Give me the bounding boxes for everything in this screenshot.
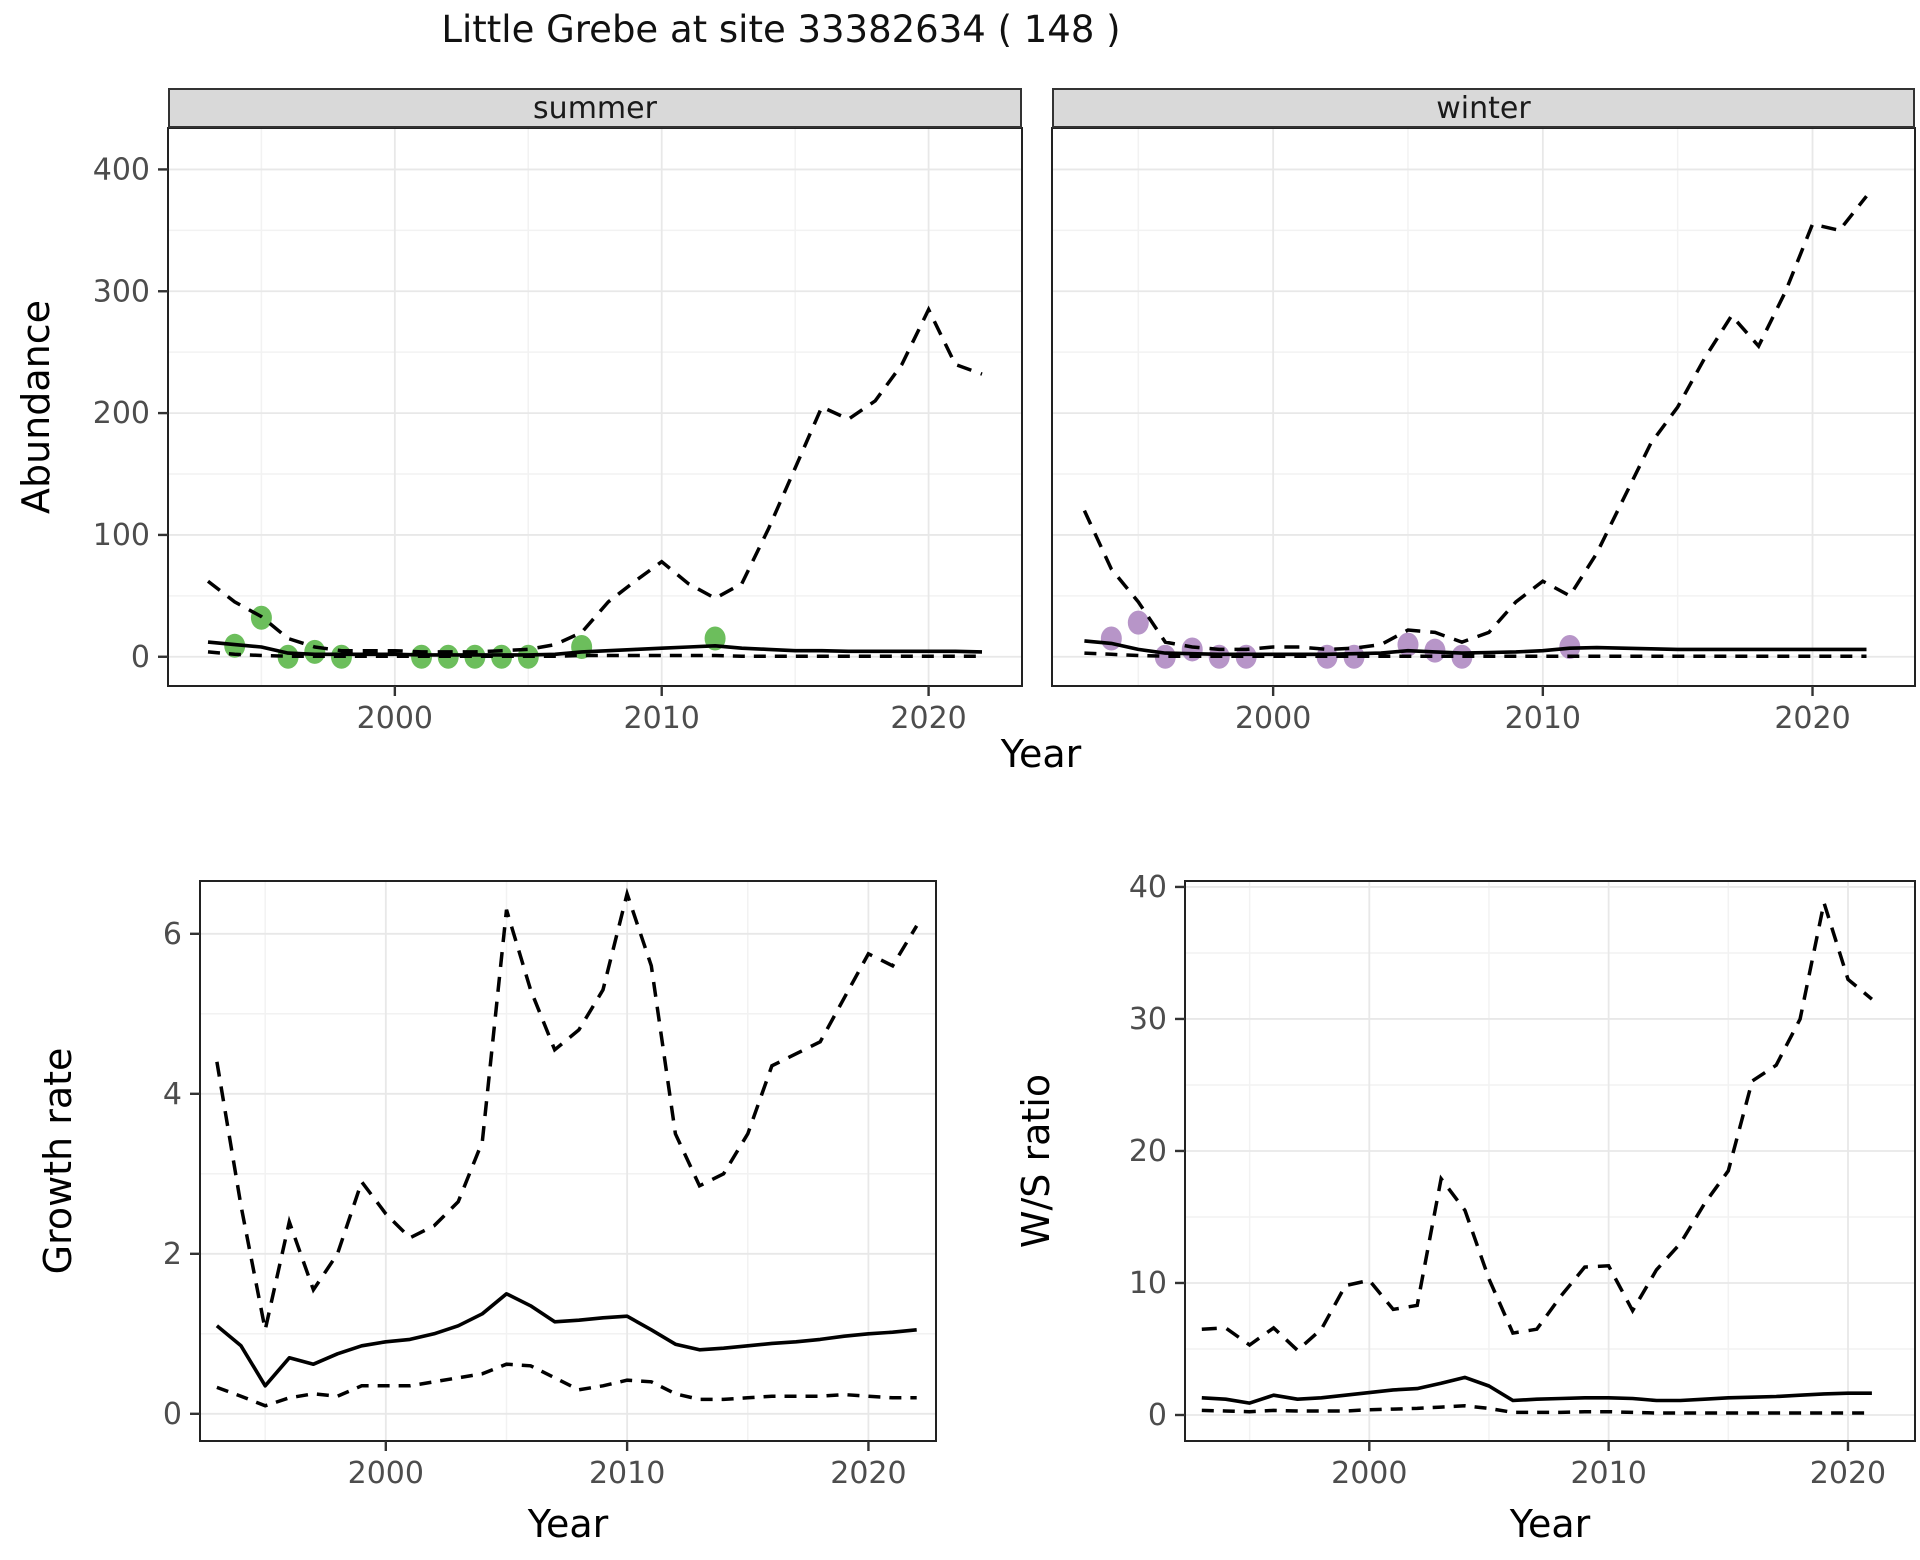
winter-observed-point: [1127, 610, 1149, 635]
winter-panel-bg: [1052, 128, 1915, 686]
winter-upper-ci-line: [1082, 195, 1868, 652]
ws-ratio-x-tick-label: 2000: [1331, 1456, 1407, 1491]
ws-ratio-x-tick-label: 2020: [1810, 1456, 1886, 1491]
summer-gridlines: [168, 128, 1022, 686]
facet-strip-winter: winter: [1052, 88, 1915, 128]
ws-ratio-y-tick-label: 0: [1148, 1398, 1167, 1433]
ws-ratio-upper-ci-line: [1201, 895, 1874, 1353]
ws-ratio-x-tick-label: 2010: [1570, 1456, 1646, 1491]
summer-y-tick-label: 0: [131, 640, 150, 675]
winter-gridlines: [1052, 128, 1915, 686]
winter-observed-point: [1343, 644, 1365, 669]
y-axis-title-growth-rate: Growth rate: [36, 1047, 80, 1275]
growth-x-tick-label: 2000: [348, 1456, 424, 1491]
ws-ratio-median-line: [1201, 1375, 1872, 1405]
growth-panel-border: [199, 880, 937, 1442]
winter-observed-point: [1100, 626, 1122, 651]
growth-panel-bg: [200, 881, 936, 1441]
growth-data-layer: [215, 887, 919, 1408]
growth-y-tick-label: 4: [163, 1077, 182, 1112]
x-axis-title-year-top: Year: [1000, 732, 1082, 776]
winter-panel-border: [1051, 127, 1916, 687]
summer-median-line: [207, 640, 983, 657]
ws-ratio-panel-border: [1184, 880, 1916, 1442]
ws-ratio-panel-bg: [1185, 881, 1915, 1441]
facet-strip-summer: summer: [168, 88, 1022, 128]
summer-y-tick-label: 100: [93, 518, 150, 553]
ws-ratio-y-tick-label: 30: [1129, 1002, 1167, 1037]
summer-axis-ticks: 2000 2010 2020 0 100 200 300 400: [93, 152, 967, 736]
summer-upper-ci-line: [206, 305, 983, 654]
x-axis-title-year-growth: Year: [527, 1502, 609, 1546]
growth-upper-ci-line: [215, 887, 919, 1331]
ws-ratio-y-tick-label: 10: [1129, 1266, 1167, 1301]
winter-x-tick-label: 2000: [1235, 701, 1311, 736]
ws-ratio-y-tick-label: 40: [1129, 870, 1167, 905]
growth-x-tick-label: 2010: [589, 1456, 665, 1491]
summer-y-tick-label: 200: [93, 396, 150, 431]
facet-strip-summer-label: summer: [533, 90, 657, 126]
summer-observed-point: [250, 605, 272, 630]
growth-y-tick-label: 2: [163, 1237, 182, 1272]
summer-data-layer: [206, 305, 983, 669]
winter-x-tick-label: 2020: [1774, 701, 1850, 736]
growth-y-tick-label: 6: [163, 917, 182, 952]
ws-ratio-lower-ci-line: [1201, 1404, 1872, 1415]
growth-gridlines: [200, 881, 936, 1441]
y-axis-title-ws-ratio: W/S ratio: [1014, 1073, 1058, 1249]
summer-y-tick-label: 300: [93, 274, 150, 309]
winter-lower-ci-line: [1084, 651, 1867, 658]
growth-lower-ci-line: [216, 1362, 917, 1408]
ws-ratio-data-layer: [1201, 895, 1874, 1415]
winter-observed-point: [1451, 644, 1473, 669]
ws-ratio-axis-ticks: 2000 2010 2020 0 10 20 30 40: [1129, 870, 1886, 1491]
winter-x-tick-label: 2010: [1505, 701, 1581, 736]
plot-title: Little Grebe at site 33382634 ( 148 ): [441, 8, 1121, 51]
summer-x-tick-label: 2020: [890, 701, 966, 736]
growth-median-line: [215, 1292, 917, 1388]
growth-axis-ticks: 2000 2010 2020 0 2 4 6: [163, 917, 907, 1491]
winter-axis-ticks: 2000 2010 2020: [1235, 686, 1851, 736]
summer-panel-bg: [168, 128, 1022, 686]
summer-x-tick-label: 2010: [624, 701, 700, 736]
growth-y-tick-label: 0: [163, 1397, 182, 1432]
y-axis-title-abundance: Abundance: [14, 299, 58, 515]
summer-lower-ci-line: [207, 650, 982, 658]
ws-ratio-y-tick-label: 20: [1129, 1134, 1167, 1169]
growth-x-tick-label: 2020: [830, 1456, 906, 1491]
summer-observed-point: [304, 639, 326, 664]
winter-median-line: [1084, 639, 1867, 657]
summer-panel-border: [167, 127, 1023, 687]
winter-data-layer: [1082, 195, 1868, 669]
x-axis-title-year-ws: Year: [1509, 1502, 1591, 1546]
ws-ratio-gridlines: [1185, 881, 1915, 1441]
summer-y-tick-label: 400: [93, 152, 150, 187]
facet-strip-winter-label: winter: [1436, 90, 1531, 126]
summer-x-tick-label: 2000: [357, 701, 433, 736]
